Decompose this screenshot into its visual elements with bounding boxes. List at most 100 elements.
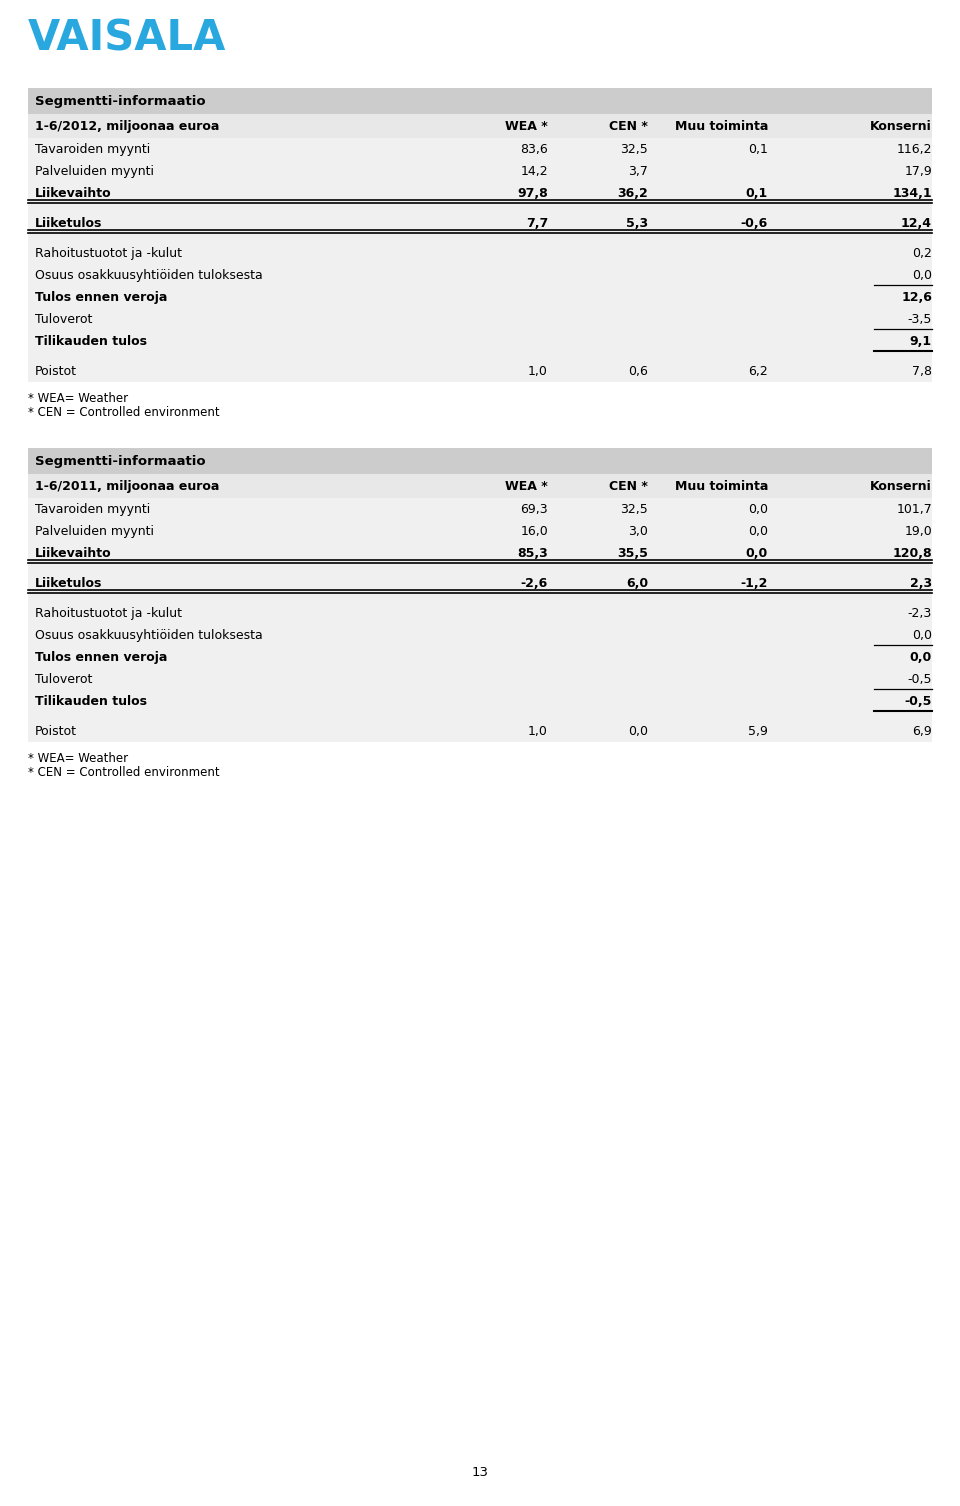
Text: 3,7: 3,7 bbox=[628, 164, 648, 178]
Text: 134,1: 134,1 bbox=[893, 187, 932, 199]
Bar bbox=[28, 646, 932, 669]
Text: Rahoitustuotot ja -kulut: Rahoitustuotot ja -kulut bbox=[35, 247, 182, 259]
Bar bbox=[28, 330, 932, 352]
Bar bbox=[28, 593, 932, 602]
Text: Liiketulos: Liiketulos bbox=[35, 577, 103, 589]
Text: Poistot: Poistot bbox=[35, 364, 77, 378]
Text: 3,0: 3,0 bbox=[628, 524, 648, 538]
Text: 35,5: 35,5 bbox=[617, 547, 648, 560]
Text: Tuloverot: Tuloverot bbox=[35, 313, 92, 325]
Bar bbox=[28, 182, 932, 203]
Text: 14,2: 14,2 bbox=[520, 164, 548, 178]
Bar bbox=[28, 572, 932, 593]
Text: Palveluiden myynti: Palveluiden myynti bbox=[35, 164, 154, 178]
Text: Poistot: Poistot bbox=[35, 724, 77, 738]
Text: * WEA= Weather: * WEA= Weather bbox=[28, 751, 128, 765]
Text: Liikevaihto: Liikevaihto bbox=[35, 187, 111, 199]
Text: Osuus osakkuusyhtiöiden tuloksesta: Osuus osakkuusyhtiöiden tuloksesta bbox=[35, 268, 263, 282]
Text: 1-6/2011, miljoonaa euroa: 1-6/2011, miljoonaa euroa bbox=[35, 479, 220, 492]
Bar bbox=[28, 565, 932, 572]
Text: 13: 13 bbox=[471, 1465, 489, 1479]
Text: Tulos ennen veroja: Tulos ennen veroja bbox=[35, 651, 167, 664]
Text: 116,2: 116,2 bbox=[897, 143, 932, 155]
Text: 0,1: 0,1 bbox=[748, 143, 768, 155]
Bar bbox=[28, 669, 932, 690]
Bar bbox=[28, 474, 932, 498]
Text: Tuloverot: Tuloverot bbox=[35, 673, 92, 685]
Bar bbox=[28, 720, 932, 742]
Text: 0,0: 0,0 bbox=[748, 524, 768, 538]
Bar bbox=[28, 360, 932, 383]
Text: Liikevaihto: Liikevaihto bbox=[35, 547, 111, 560]
Bar bbox=[28, 139, 932, 160]
Text: 1,0: 1,0 bbox=[528, 364, 548, 378]
Bar bbox=[28, 712, 932, 720]
Bar bbox=[28, 242, 932, 264]
Text: WEA *: WEA * bbox=[505, 479, 548, 492]
Text: 85,3: 85,3 bbox=[517, 547, 548, 560]
Text: Tavaroiden myynti: Tavaroiden myynti bbox=[35, 143, 151, 155]
Text: Osuus osakkuusyhtiöiden tuloksesta: Osuus osakkuusyhtiöiden tuloksesta bbox=[35, 628, 263, 642]
Bar bbox=[28, 542, 932, 565]
Text: Segmentti-informaatio: Segmentti-informaatio bbox=[35, 455, 205, 467]
Text: -2,6: -2,6 bbox=[520, 577, 548, 589]
Text: 0,0: 0,0 bbox=[748, 503, 768, 515]
Text: 0,0: 0,0 bbox=[746, 547, 768, 560]
Text: 12,4: 12,4 bbox=[901, 217, 932, 229]
Text: Tavaroiden myynti: Tavaroiden myynti bbox=[35, 503, 151, 515]
Text: VAISALA: VAISALA bbox=[28, 17, 227, 59]
Text: Rahoitustuotot ja -kulut: Rahoitustuotot ja -kulut bbox=[35, 607, 182, 619]
Text: 0,0: 0,0 bbox=[628, 724, 648, 738]
Bar bbox=[28, 623, 932, 646]
Text: 9,1: 9,1 bbox=[910, 334, 932, 348]
Bar bbox=[28, 114, 932, 139]
Text: 6,2: 6,2 bbox=[748, 364, 768, 378]
Text: -3,5: -3,5 bbox=[907, 313, 932, 325]
Text: 0,1: 0,1 bbox=[746, 187, 768, 199]
Text: Muu toiminta: Muu toiminta bbox=[675, 479, 768, 492]
Text: CEN *: CEN * bbox=[610, 119, 648, 133]
Text: * WEA= Weather: * WEA= Weather bbox=[28, 392, 128, 405]
Text: 12,6: 12,6 bbox=[901, 291, 932, 304]
Text: 16,0: 16,0 bbox=[520, 524, 548, 538]
Text: -1,2: -1,2 bbox=[740, 577, 768, 589]
Text: 101,7: 101,7 bbox=[897, 503, 932, 515]
Text: 32,5: 32,5 bbox=[620, 143, 648, 155]
Bar bbox=[28, 87, 932, 114]
Text: 2,3: 2,3 bbox=[910, 577, 932, 589]
Text: 6,0: 6,0 bbox=[626, 577, 648, 589]
Text: 120,8: 120,8 bbox=[893, 547, 932, 560]
Text: 19,0: 19,0 bbox=[904, 524, 932, 538]
Text: 6,9: 6,9 bbox=[912, 724, 932, 738]
Text: 0,0: 0,0 bbox=[910, 651, 932, 664]
Text: 0,6: 0,6 bbox=[628, 364, 648, 378]
Bar bbox=[28, 309, 932, 330]
Text: CEN *: CEN * bbox=[610, 479, 648, 492]
Bar bbox=[28, 352, 932, 360]
Text: Tilikauden tulos: Tilikauden tulos bbox=[35, 694, 147, 708]
Text: * CEN = Controlled environment: * CEN = Controlled environment bbox=[28, 767, 220, 779]
Text: 0,0: 0,0 bbox=[912, 628, 932, 642]
Bar bbox=[28, 602, 932, 623]
Text: 5,9: 5,9 bbox=[748, 724, 768, 738]
Text: Tulos ennen veroja: Tulos ennen veroja bbox=[35, 291, 167, 304]
Bar bbox=[28, 264, 932, 286]
Text: Tilikauden tulos: Tilikauden tulos bbox=[35, 334, 147, 348]
Text: Konserni: Konserni bbox=[871, 119, 932, 133]
Bar bbox=[28, 498, 932, 520]
Text: WEA *: WEA * bbox=[505, 119, 548, 133]
Bar bbox=[28, 286, 932, 309]
Text: -0,5: -0,5 bbox=[907, 673, 932, 685]
Text: 97,8: 97,8 bbox=[517, 187, 548, 199]
Text: 7,7: 7,7 bbox=[526, 217, 548, 229]
Text: Segmentti-informaatio: Segmentti-informaatio bbox=[35, 95, 205, 107]
Text: 0,2: 0,2 bbox=[912, 247, 932, 259]
Text: 36,2: 36,2 bbox=[617, 187, 648, 199]
Text: 1-6/2012, miljoonaa euroa: 1-6/2012, miljoonaa euroa bbox=[35, 119, 220, 133]
Text: Konserni: Konserni bbox=[871, 479, 932, 492]
Bar bbox=[28, 212, 932, 233]
Text: Palveluiden myynti: Palveluiden myynti bbox=[35, 524, 154, 538]
Text: -2,3: -2,3 bbox=[908, 607, 932, 619]
Text: 0,0: 0,0 bbox=[912, 268, 932, 282]
Text: 5,3: 5,3 bbox=[626, 217, 648, 229]
